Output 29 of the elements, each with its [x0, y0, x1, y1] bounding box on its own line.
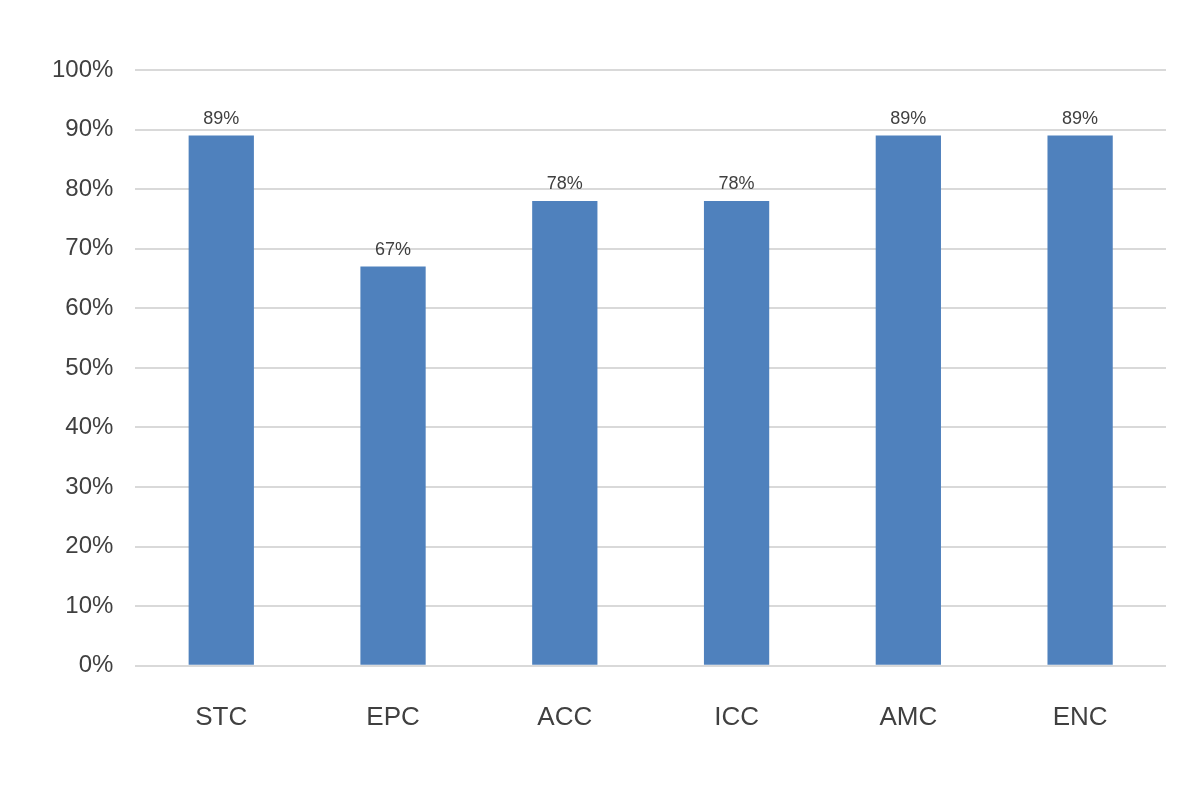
y-tick-label: 0% [78, 650, 114, 678]
y-tick-label: 10% [65, 590, 114, 618]
data-label: 67% [375, 238, 412, 259]
y-tick-label: 30% [65, 471, 114, 499]
x-tick-label: ICC [714, 700, 759, 731]
y-tick-label: 50% [65, 352, 114, 380]
data-label: 89% [890, 107, 927, 128]
y-tick-label: 60% [65, 292, 114, 320]
bar [532, 201, 598, 665]
data-label: 78% [718, 173, 755, 194]
y-tick-label: 70% [65, 233, 114, 261]
data-label: 89% [203, 107, 240, 128]
x-tick-label: EPC [366, 700, 420, 731]
x-tick-label: AMC [879, 700, 938, 731]
bar [360, 266, 426, 665]
y-tick-label: 90% [65, 114, 114, 142]
bar [703, 201, 770, 665]
bar [188, 135, 254, 665]
x-tick-label: ENC [1052, 700, 1108, 731]
data-label: 89% [1062, 107, 1099, 128]
x-tick-label: ACC [537, 700, 593, 731]
y-tick-label: 100% [51, 54, 114, 82]
y-tick-label: 80% [65, 173, 114, 201]
x-tick-label: STC [195, 700, 248, 731]
y-tick-label: 40% [65, 412, 114, 440]
y-tick-label: 20% [65, 531, 114, 559]
bar [1047, 135, 1113, 665]
data-label: 78% [546, 173, 583, 194]
bar [875, 135, 941, 665]
